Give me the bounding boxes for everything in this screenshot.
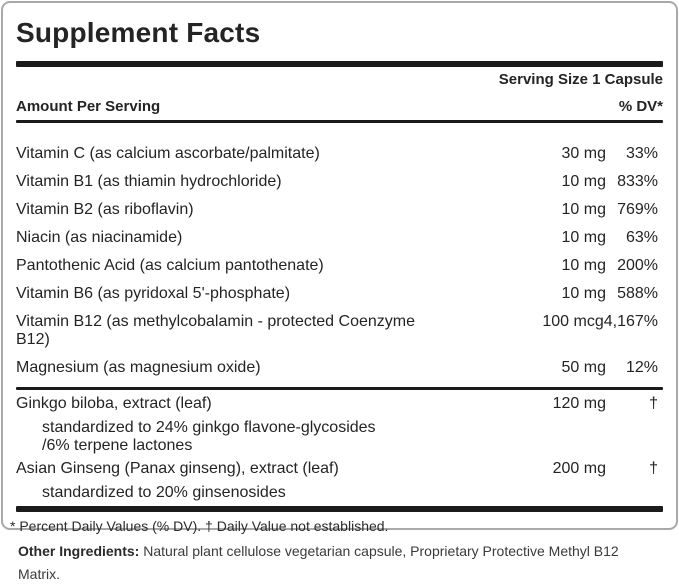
herb-row-ginkgo: Ginkgo biloba, extract (leaf) 120 mg † (16, 395, 663, 413)
other-ingredients: Other Ingredients: Natural plant cellulo… (18, 540, 663, 586)
serving-size: Serving Size 1 Capsule (498, 71, 663, 88)
nutrient-amount: 10 mg (561, 173, 606, 190)
nutrient-amount: 10 mg (561, 201, 606, 218)
nutrient-dv: 833% (617, 173, 658, 190)
nutrient-dv: 63% (625, 229, 658, 246)
other-ingredients-label: Other Ingredients: (18, 543, 140, 559)
nutrient-amount: 30 mg (561, 145, 606, 162)
divider-under-header (16, 120, 663, 123)
nutrient-dv: 588% (617, 285, 658, 302)
herb-standardization-line: standardized to 24% ginkgo flavone-glyco… (42, 419, 376, 436)
herb-label: Asian Ginseng (Panax ginseng), extract (… (16, 460, 339, 477)
nutrient-row-vitamin-b2: Vitamin B2 (as riboflavin) 10 mg 769% (16, 201, 663, 219)
herb-standardization-line: standardized to 20% ginsenosides (42, 484, 286, 501)
nutrient-row-vitamin-b6: Vitamin B6 (as pyridoxal 5'-phosphate) 1… (16, 285, 663, 303)
column-header-row: Amount Per Serving % DV* (16, 99, 663, 115)
nutrient-label: Vitamin B6 (as pyridoxal 5'-phosphate) (16, 285, 291, 302)
herb-standardization: standardized to 20% ginsenosides (42, 484, 663, 502)
herb-standardization-line: /6% terpene lactones (42, 437, 193, 454)
nutrient-row-magnesium: Magnesium (as magnesium oxide) 50 mg 12% (16, 359, 663, 377)
daily-value-footnote: * Percent Daily Values (% DV). † Daily V… (10, 518, 389, 534)
herb-label: Ginkgo biloba, extract (leaf) (16, 395, 212, 412)
divider-thick-bottom (16, 506, 663, 512)
herb-amount: 200 mg (552, 460, 606, 477)
nutrient-amount: 100 mcg (542, 313, 604, 330)
nutrient-row-vitamin-c: Vitamin C (as calcium ascorbate/palmitat… (16, 145, 663, 163)
nutrient-label: Vitamin C (as calcium ascorbate/palmitat… (16, 145, 320, 162)
supplement-facts-panel: Supplement Facts Serving Size 1 Capsule … (1, 1, 678, 534)
nutrient-amount: 10 mg (561, 257, 606, 274)
nutrient-row-pantothenic-acid: Pantothenic Acid (as calcium pantothenat… (16, 257, 663, 275)
nutrient-dv: 12% (625, 359, 658, 376)
nutrient-dv: 4,167% (603, 313, 658, 330)
nutrient-dv: 200% (617, 257, 658, 274)
nutrient-row-niacin: Niacin (as niacinamide) 10 mg 63% (16, 229, 663, 247)
nutrient-label: Vitamin B1 (as thiamin hydrochloride) (16, 173, 282, 190)
herb-dv-dagger: † (649, 395, 658, 412)
percent-dv-header: % DV* (618, 98, 663, 115)
nutrient-label: Magnesium (as magnesium oxide) (16, 359, 261, 376)
nutrient-dv: 33% (625, 145, 658, 162)
amount-per-serving-header: Amount Per Serving (16, 98, 161, 115)
nutrient-dv: 769% (617, 201, 658, 218)
divider-thick-top (16, 61, 663, 67)
nutrient-amount: 10 mg (561, 229, 606, 246)
nutrient-label: Vitamin B12 (as methylcobalamin - protec… (16, 313, 415, 348)
nutrient-rows: Vitamin C (as calcium ascorbate/palmitat… (16, 145, 663, 377)
herb-standardization: standardized to 24% ginkgo flavone-glyco… (42, 419, 663, 455)
herb-rows: Ginkgo biloba, extract (leaf) 120 mg † s… (16, 395, 663, 502)
nutrient-label: Niacin (as niacinamide) (16, 229, 183, 246)
nutrient-amount: 10 mg (561, 285, 606, 302)
herb-dv-dagger: † (649, 460, 658, 477)
divider-herbs (16, 387, 663, 390)
nutrient-row-vitamin-b12: Vitamin B12 (as methylcobalamin - protec… (16, 313, 663, 349)
nutrient-row-vitamin-b1: Vitamin B1 (as thiamin hydrochloride) 10… (16, 173, 663, 191)
nutrient-amount: 50 mg (561, 359, 606, 376)
herb-row-ginseng: Asian Ginseng (Panax ginseng), extract (… (16, 460, 663, 478)
panel-title: Supplement Facts (16, 17, 261, 48)
nutrient-label: Vitamin B2 (as riboflavin) (16, 201, 194, 218)
nutrient-label: Pantothenic Acid (as calcium pantothenat… (16, 257, 324, 274)
herb-amount: 120 mg (552, 395, 606, 412)
